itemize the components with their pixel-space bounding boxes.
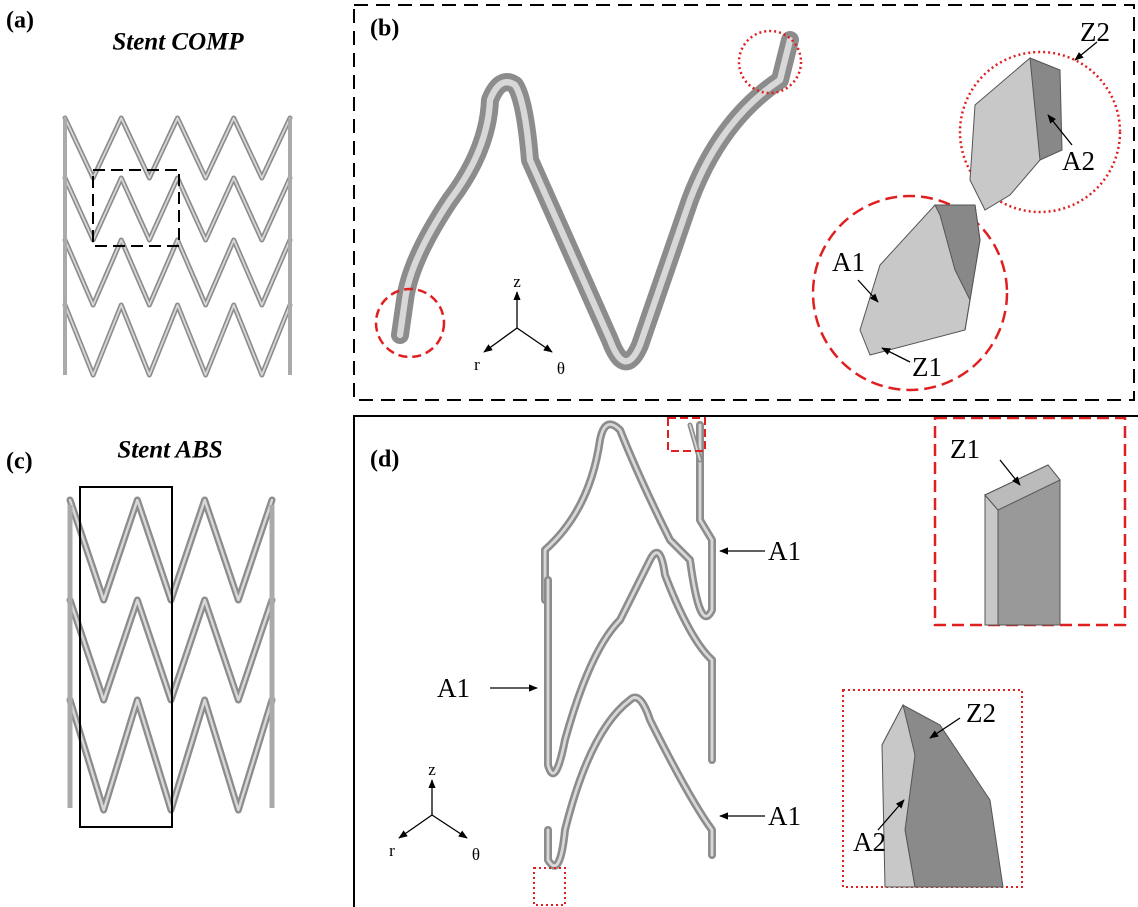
arrow: [881, 347, 911, 363]
arrow: [1047, 114, 1073, 146]
callout: A1: [768, 536, 801, 566]
callout: A2: [1062, 146, 1095, 176]
callout: Z1: [912, 352, 942, 382]
strut: [62, 302, 293, 378]
panel-title: Stent COMP: [112, 29, 244, 56]
axis-triad: [483, 291, 553, 353]
panel-b-frame: [353, 4, 1135, 401]
strut: [62, 175, 293, 243]
detail-face: [984, 464, 1061, 511]
panel-label: (c): [6, 449, 33, 475]
axis-label: θ: [557, 359, 565, 378]
strut: [544, 548, 716, 778]
axis-label: z: [513, 272, 521, 291]
detail-face: [881, 703, 916, 888]
zoom-circle: [958, 50, 1122, 214]
panel-title: Stent ABS: [117, 437, 222, 464]
region-box: [79, 486, 173, 828]
panel-label: (d): [370, 447, 399, 473]
callout: A1: [768, 801, 801, 831]
panel-label: (a): [6, 8, 34, 34]
zoom-circle: [811, 194, 1009, 392]
arrow: [999, 459, 1021, 486]
strut-highlight: [546, 696, 714, 868]
axis-label: r: [389, 841, 395, 860]
detail-face: [934, 204, 981, 331]
strut-highlight: [64, 117, 291, 179]
callout: Z2: [966, 698, 996, 728]
illustrations: [62, 29, 1127, 906]
panel-label: (b): [370, 16, 399, 42]
axis-label: z: [428, 760, 436, 779]
callout: A1: [832, 247, 865, 277]
arrow: [929, 717, 961, 739]
strut-highlight: [64, 239, 291, 306]
zoom-box: [533, 867, 566, 906]
zoom-box: [667, 417, 706, 452]
region-box: [92, 169, 180, 247]
detail-face: [1029, 57, 1063, 161]
arrow: [1074, 41, 1098, 61]
arrow: [877, 799, 905, 831]
callout: Z2: [1080, 17, 1110, 47]
detail-face: [984, 493, 999, 626]
panel-d-frame: [353, 415, 1138, 907]
callout: A1: [437, 673, 470, 703]
strut: [62, 237, 293, 308]
strut-highlight: [64, 177, 291, 241]
strut-highlight: [689, 424, 701, 461]
zoom-circle: [374, 287, 446, 359]
callout: A2: [853, 827, 886, 857]
arrow: [857, 279, 879, 303]
strut-highlight: [546, 551, 714, 775]
strut-highlight: [543, 423, 714, 618]
zoom-circle: [737, 29, 803, 95]
axis-triad: [398, 779, 468, 839]
strut-highlight: [64, 304, 291, 376]
axis-label: r: [474, 355, 480, 374]
strut-highlight: [396, 36, 794, 365]
callout: Z1: [950, 434, 980, 464]
axis-label: θ: [472, 845, 480, 864]
